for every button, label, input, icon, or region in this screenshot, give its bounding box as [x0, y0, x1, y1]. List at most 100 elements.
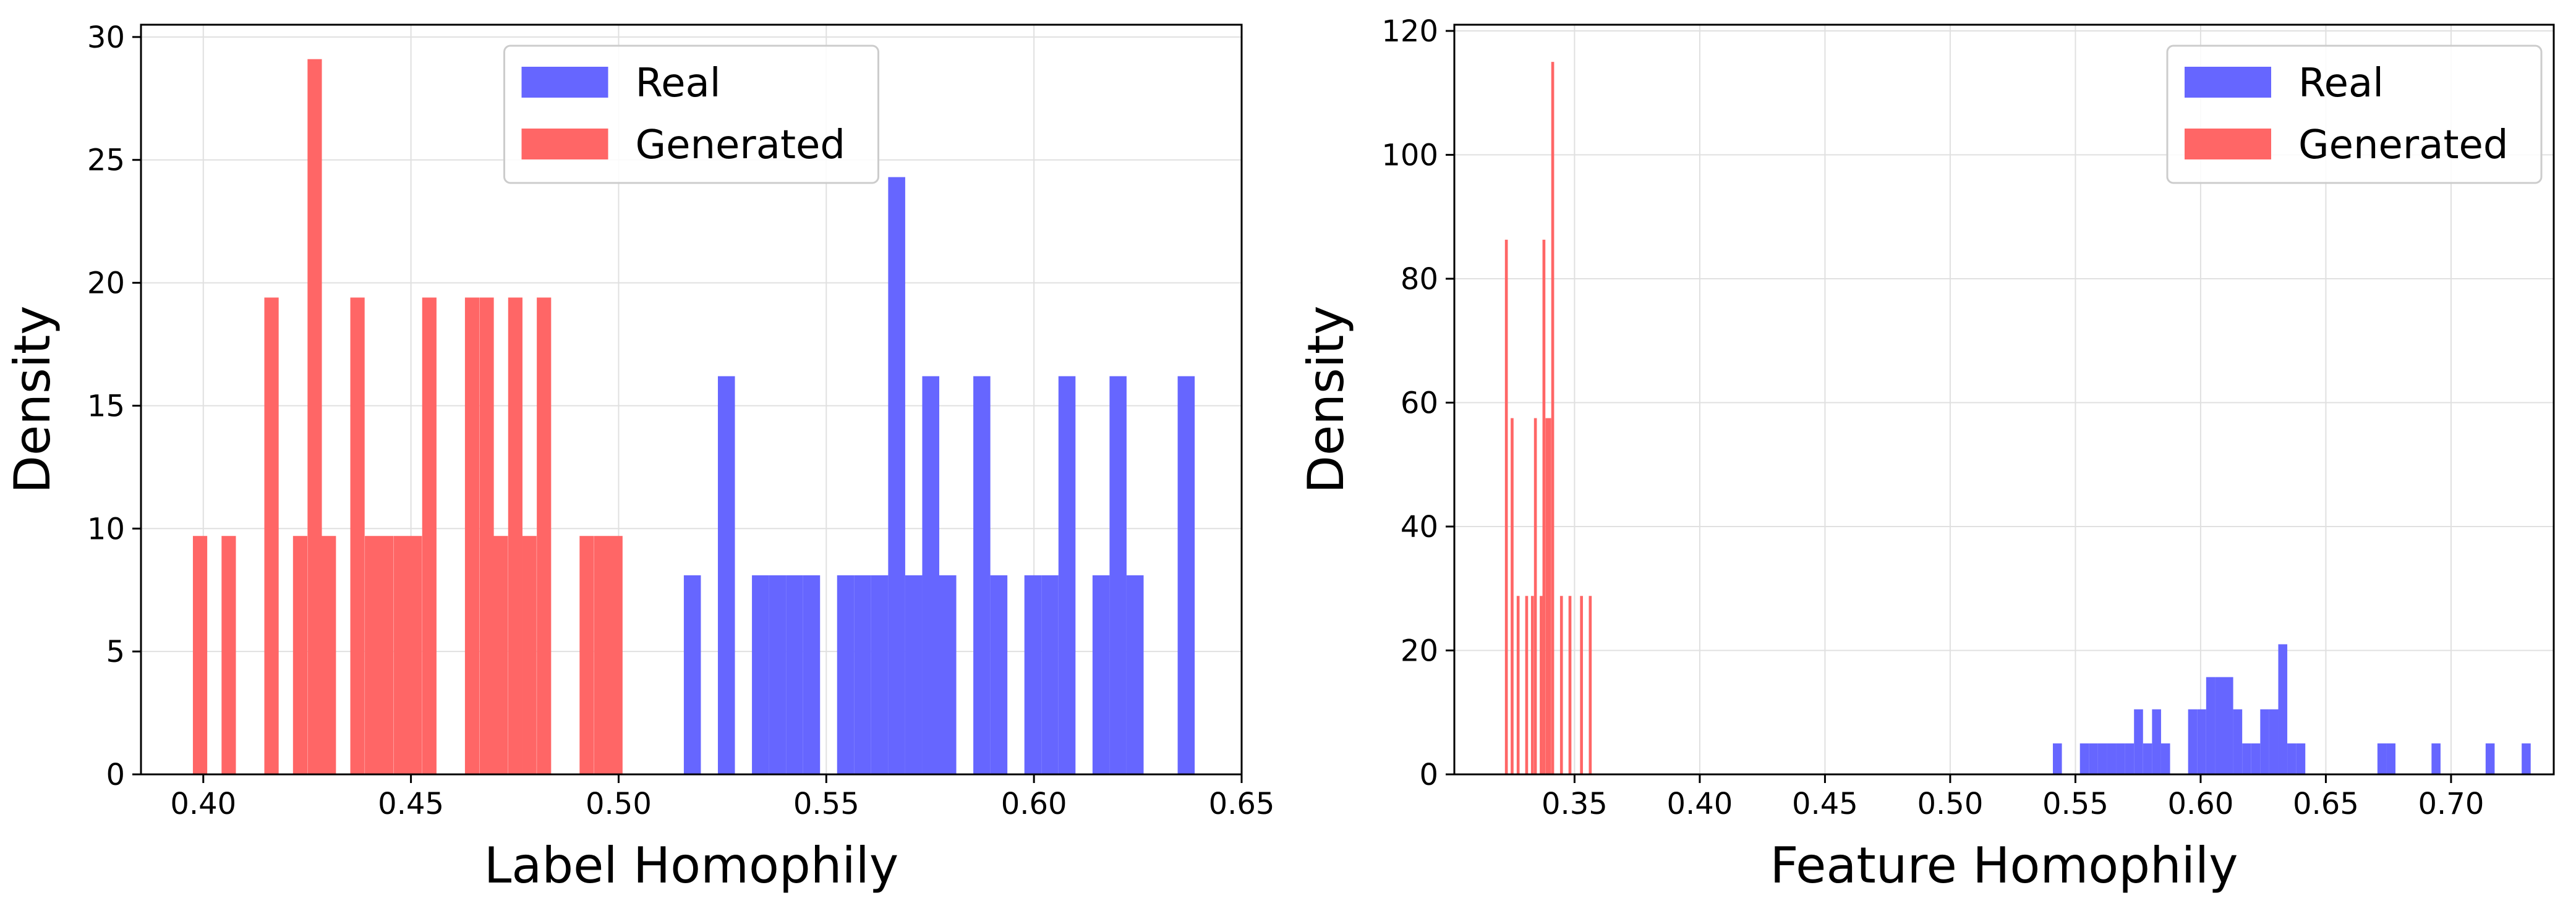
histogram-bar [2224, 677, 2233, 774]
legend-swatch-real [2185, 67, 2271, 98]
y-axis: 0 5 10 15 20 25 30 [87, 20, 141, 792]
histogram-bar [1548, 418, 1551, 774]
histogram-bar [2197, 709, 2206, 774]
histogram-bar [2107, 743, 2117, 774]
x-tick-label: 0.40 [170, 787, 236, 821]
histogram-bar [2485, 743, 2495, 774]
y-tick-label: 30 [87, 20, 125, 55]
legend-label-generated: Generated [636, 122, 846, 168]
y-tick-label: 60 [1401, 386, 1438, 421]
histogram-bar [2215, 677, 2225, 774]
histogram-bar [192, 536, 208, 774]
histogram-bar [2188, 709, 2198, 774]
y-tick-label: 80 [1401, 262, 1438, 297]
histogram-bar [1568, 596, 1572, 774]
histogram-bar [322, 536, 336, 774]
histogram-bar [1092, 575, 1110, 774]
x-tick-label: 0.50 [586, 787, 652, 821]
histogram-bar [1540, 596, 1543, 774]
histogram-bar [2097, 743, 2107, 774]
histogram-bar [579, 536, 594, 774]
histogram-bar [1504, 239, 1508, 774]
histogram-bar [1589, 596, 1592, 774]
histogram-bar [2386, 743, 2396, 774]
legend-swatch-generated [521, 129, 608, 159]
histogram-bar [2522, 743, 2531, 774]
series-real [2052, 644, 2531, 774]
histogram-bar [939, 575, 957, 774]
histogram-bar [2233, 709, 2243, 774]
y-tick-label: 40 [1401, 510, 1438, 544]
histogram-bar [307, 59, 322, 774]
histogram-bar [522, 536, 537, 774]
histogram-bar [2377, 743, 2387, 774]
y-axis-label: Density [1297, 305, 1355, 493]
series-generated [1504, 62, 1592, 774]
histogram-bar [990, 575, 1008, 774]
histogram-bar [2160, 743, 2170, 774]
y-axis-label: Density [4, 305, 61, 493]
x-tick-label: 0.60 [2167, 787, 2233, 821]
histogram-bar [508, 297, 522, 774]
histogram-bar [2278, 644, 2288, 774]
histogram-bar [1024, 575, 1042, 774]
histogram-bar [2079, 743, 2089, 774]
histogram-bar [2134, 709, 2143, 774]
y-tick-label: 15 [87, 389, 125, 423]
histogram-bar [2206, 677, 2216, 774]
y-tick-label: 10 [87, 512, 125, 546]
y-tick-label: 0 [106, 758, 125, 792]
histogram-bar [1530, 596, 1534, 774]
legend-label-real: Real [2298, 61, 2384, 106]
histogram-bar [422, 297, 437, 774]
histogram-bar [854, 575, 871, 774]
histogram-bar [464, 297, 480, 774]
y-axis: 0 20 40 60 80 100 120 [1381, 14, 1454, 792]
histogram-bar [2269, 709, 2279, 774]
histogram-bar [493, 536, 508, 774]
x-tick-label: 0.45 [1792, 787, 1858, 821]
histogram-bar [1559, 596, 1563, 774]
x-axis-label: Label Homophily [484, 837, 899, 894]
histogram-bar [786, 575, 803, 774]
x-axis-label: Feature Homophily [1770, 837, 2238, 894]
x-tick-label: 0.55 [2042, 787, 2109, 821]
histogram-bar [1126, 575, 1144, 774]
histogram-bar [837, 575, 855, 774]
histogram-bar [1551, 62, 1555, 774]
legend-swatch-generated [2185, 129, 2271, 159]
histogram-bar [1545, 418, 1549, 774]
histogram-bar [221, 536, 236, 774]
histogram-bar [922, 376, 940, 774]
histogram-bar [594, 536, 608, 774]
x-tick-label: 0.60 [1001, 787, 1067, 821]
histogram-bar [479, 297, 494, 774]
y-tick-label: 0 [1419, 758, 1438, 792]
histogram-bar [1041, 575, 1059, 774]
histogram-bar [717, 376, 735, 774]
histogram-bar [2089, 743, 2098, 774]
histogram-bar [350, 297, 365, 774]
histogram-bar [973, 376, 991, 774]
legend: Real Generated [2166, 44, 2543, 184]
histogram-bar [683, 575, 701, 774]
plot-frame [140, 23, 1243, 776]
histogram-bar [752, 575, 769, 774]
histogram-bar [2287, 743, 2297, 774]
y-tick-label: 5 [106, 635, 125, 669]
x-tick-label: 0.55 [793, 787, 859, 821]
histogram-bar [1580, 596, 1583, 774]
histogram-bar [1542, 239, 1546, 774]
histogram-bar [407, 536, 422, 774]
histogram-bar [2260, 709, 2269, 774]
histogram-bar [1533, 418, 1537, 774]
feature-homophily-histogram: 0.35 0.40 0.45 0.50 0.55 0.60 0.65 0.70 0 20 40 60 8… [1297, 14, 2555, 894]
x-tick-label: 0.70 [2418, 787, 2484, 821]
plot-frame [1453, 23, 2555, 776]
histogram-bar [803, 575, 821, 774]
histogram-bar [1511, 418, 1514, 774]
histogram-bar [1058, 376, 1076, 774]
histogram-bar [888, 177, 905, 775]
histogram-bar [2242, 743, 2251, 774]
